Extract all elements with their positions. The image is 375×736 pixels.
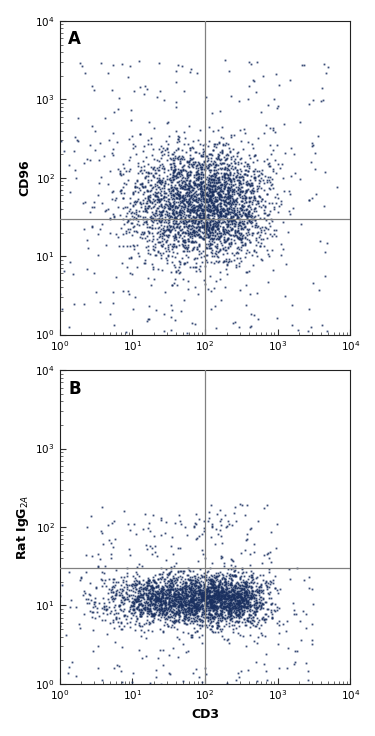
Y-axis label: CD96: CD96 — [18, 160, 31, 196]
X-axis label: CD3: CD3 — [191, 708, 219, 721]
Y-axis label: Rat IgG$_{2A}$: Rat IgG$_{2A}$ — [15, 495, 31, 559]
Text: A: A — [68, 30, 81, 49]
Text: B: B — [68, 380, 81, 397]
